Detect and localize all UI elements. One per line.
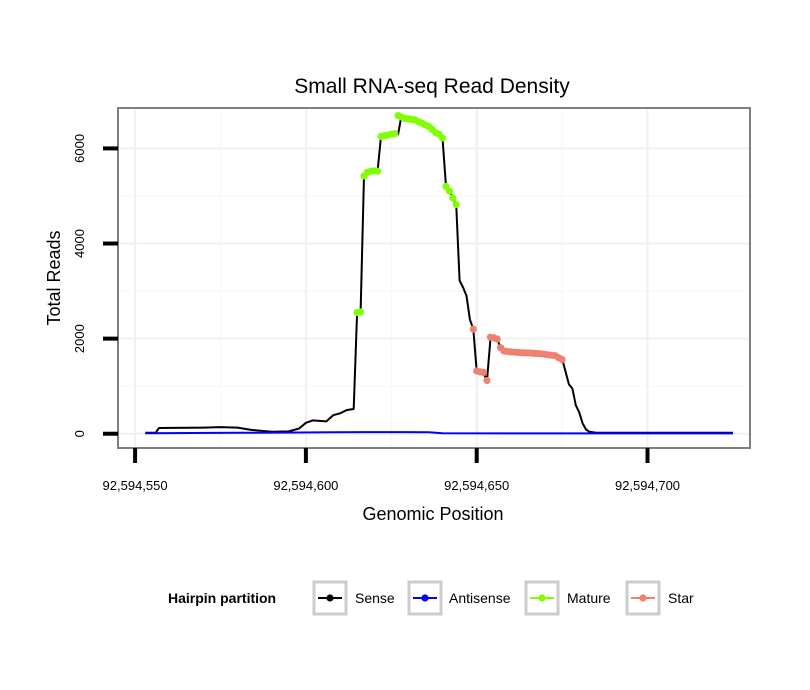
point-mature <box>449 194 457 202</box>
marker-layer <box>353 112 566 385</box>
legend-key-point <box>639 594 647 602</box>
point-star <box>493 335 501 343</box>
point-mature <box>438 134 447 142</box>
point-mature <box>357 308 365 316</box>
plot-frame <box>117 107 751 449</box>
legend-items: Sense Antisense Mature Star <box>312 580 694 616</box>
legend-label: Mature <box>567 590 611 606</box>
y-tick-label: 2000 <box>72 324 87 353</box>
point-star <box>479 368 488 376</box>
point-mature <box>445 187 453 195</box>
x-tick-label: 92,594,650 <box>444 478 509 493</box>
chart-title: Small RNA-seq Read Density <box>294 75 570 98</box>
point-mature <box>374 167 382 175</box>
point-star <box>483 376 491 385</box>
legend-item-sense: Sense <box>312 580 395 616</box>
legend-item-star: Star <box>625 580 694 616</box>
point-star <box>558 356 566 364</box>
point-mature <box>452 200 460 209</box>
legend-key-point <box>421 594 429 602</box>
x-tick-label: 92,594,700 <box>615 478 680 493</box>
legend-item-mature: Mature <box>524 580 611 616</box>
series-line-antisense <box>145 431 733 435</box>
y-axis-title: Total Reads <box>44 230 64 325</box>
legend-title: Hairpin partition <box>168 590 276 606</box>
legend-key-point <box>538 594 546 602</box>
y-tick-label: 4000 <box>72 229 87 258</box>
y-axis: 0 2000 4000 6000 <box>72 134 118 437</box>
legend-label: Sense <box>355 590 395 606</box>
y-tick-label: 0 <box>72 430 87 437</box>
x-tick-label: 92,594,550 <box>103 478 168 493</box>
legend-label: Antisense <box>449 590 511 606</box>
legend-key-point <box>326 594 334 602</box>
legend: Hairpin partition Sense Antisense Mature St… <box>168 580 694 616</box>
x-tick-label: 92,594,600 <box>273 478 338 493</box>
plot-panel <box>117 107 751 449</box>
point-star <box>469 325 477 333</box>
x-axis: 92,594,550 92,594,600 92,594,650 92,594,700 <box>103 448 680 493</box>
legend-item-antisense: Antisense <box>407 580 511 616</box>
y-tick-label: 6000 <box>72 134 87 163</box>
point-mature <box>391 130 399 138</box>
x-axis-title: Genomic Position <box>362 504 503 524</box>
legend-label: Star <box>668 590 694 606</box>
